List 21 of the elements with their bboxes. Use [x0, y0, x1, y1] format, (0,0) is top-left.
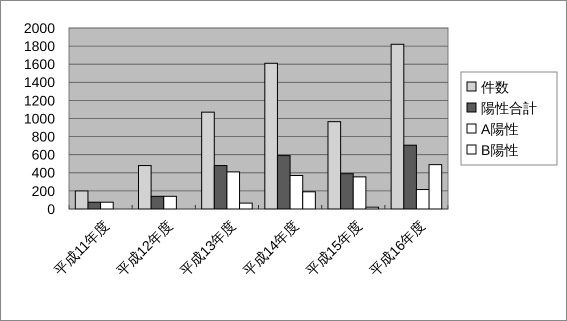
legend-label: 件数: [481, 78, 509, 95]
y-tick-label: 1200: [24, 92, 56, 108]
legend-label: 陽性合計: [481, 100, 537, 116]
x-tick-label: 平成16年度: [366, 217, 428, 280]
y-tick-label: 1000: [24, 110, 56, 126]
y-tick-label: 1800: [24, 38, 56, 54]
x-tick-label: 平成13年度: [176, 217, 239, 280]
x-tick-label: 平成14年度: [240, 217, 302, 280]
y-tick-label: 800: [32, 128, 56, 144]
y-tick-label: 1400: [24, 74, 56, 90]
y-tick-label: 600: [32, 146, 56, 163]
x-tick-label: 平成12年度: [113, 217, 176, 280]
x-tick-label: 平成15年度: [302, 217, 365, 280]
y-tick-label: 1600: [24, 56, 56, 72]
legend-label: A陽性: [481, 120, 518, 137]
y-tick-label: 200: [32, 182, 56, 199]
y-tick-label: 400: [32, 164, 56, 181]
y-tick-label: 0: [47, 200, 56, 217]
legend-label: B陽性: [481, 142, 518, 158]
y-tick-label: 2000: [24, 20, 56, 36]
x-tick-label: 平成11年度: [50, 217, 112, 278]
